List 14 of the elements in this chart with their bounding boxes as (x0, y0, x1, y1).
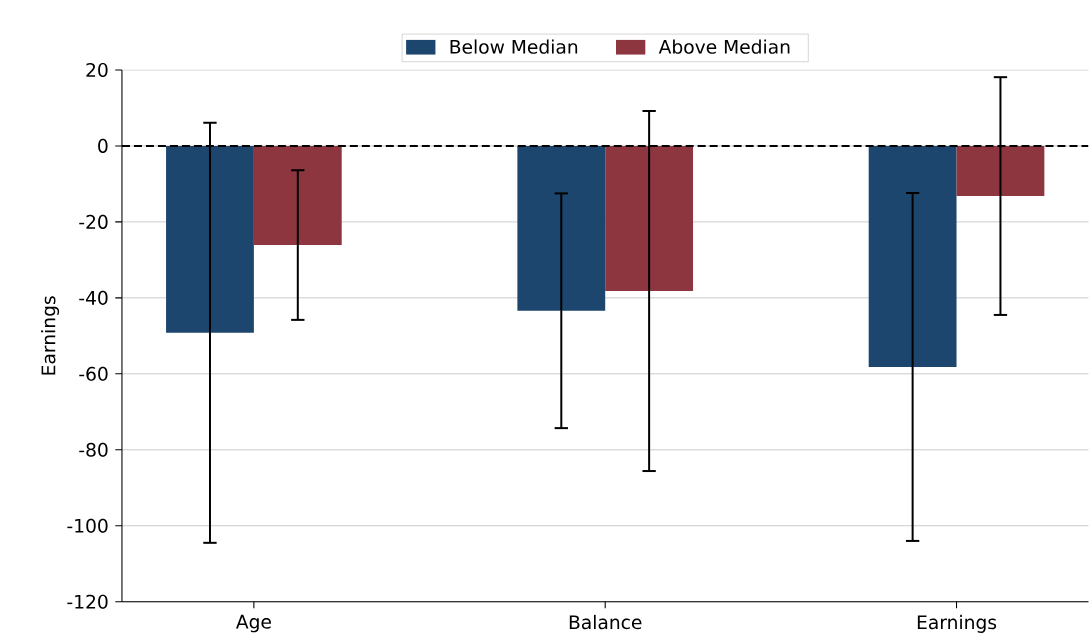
legend-label: Below Median (450, 39, 578, 55)
x-tick-label: Earnings (917, 615, 997, 634)
y-tick-label: -100 (67, 518, 108, 533)
y-tick-label: -80 (79, 442, 108, 457)
x-tick-label: Balance (569, 615, 642, 630)
y-tick-label: -120 (67, 594, 108, 609)
y-tick-label: -40 (79, 290, 108, 306)
legend-label: Above Median (658, 39, 790, 55)
y-tick-label: -60 (79, 366, 108, 382)
y-tick-label: 20 (86, 63, 108, 78)
y-tick-label: 0 (98, 139, 108, 154)
x-tick-label: Age (235, 614, 271, 633)
y-axis-title: Earnings (41, 296, 60, 375)
y-tick-label: -20 (79, 214, 108, 230)
